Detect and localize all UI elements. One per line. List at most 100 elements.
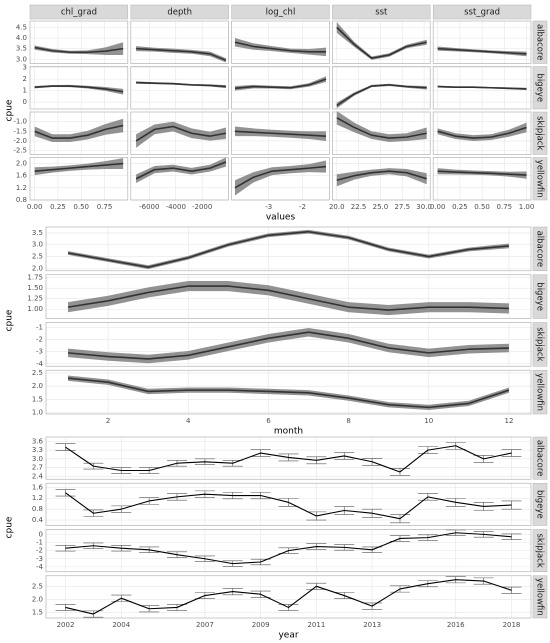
strip <box>532 20 548 64</box>
strip-label: bigeye <box>535 282 545 311</box>
line <box>65 579 512 615</box>
x-tick-label: 2009 <box>252 621 270 629</box>
y-tick-label: -2.5 <box>13 147 27 155</box>
y-tick-label: 4.5 <box>16 23 27 31</box>
line <box>34 124 124 139</box>
y-tick-label: 3.3 <box>32 446 43 454</box>
strip <box>532 66 548 110</box>
y-tick-label: -3 <box>36 348 43 356</box>
y-tick-label: -3 <box>36 555 43 563</box>
line <box>67 230 510 269</box>
line <box>336 84 427 107</box>
x-tick-label: 12 <box>504 417 513 425</box>
y-tick-label: 2.0 <box>32 382 43 390</box>
strip-label: yellowfin <box>535 160 545 198</box>
x-tick-label: 0.00 <box>430 203 446 211</box>
line <box>67 331 509 360</box>
strip <box>532 111 548 155</box>
panel-border <box>332 111 431 155</box>
x-tick-label: 2004 <box>112 621 130 629</box>
y-tick-label: 2.5 <box>32 369 43 377</box>
line <box>234 78 327 90</box>
confidence-ribbon <box>68 327 509 364</box>
x-tick-label: -2000 <box>192 203 212 211</box>
strip-label: skipjack <box>535 116 545 150</box>
x-tick-label: 2011 <box>307 621 325 629</box>
panel-border <box>29 20 129 64</box>
panel-border <box>231 20 330 64</box>
x-tick-label: 0.50 <box>73 203 89 211</box>
y-tick-label: -4 <box>36 563 44 571</box>
panel-border <box>332 20 431 64</box>
strip <box>432 4 532 20</box>
x-tick-label: 2002 <box>57 621 75 629</box>
y-tick-label: 0.4 <box>32 516 44 524</box>
strip <box>532 157 548 201</box>
y-tick-label: 1.6 <box>16 172 28 180</box>
line <box>34 162 124 172</box>
panel-border <box>130 157 229 201</box>
panel-border <box>432 20 532 64</box>
strip-label: bigeye <box>535 490 545 519</box>
y-tick-label: 1.75 <box>27 274 43 282</box>
x-tick-label: 0.25 <box>452 203 468 211</box>
strip <box>532 226 548 271</box>
x-tick-label: 1.00 <box>519 203 535 211</box>
y-tick-label: 3.0 <box>32 455 43 463</box>
strip <box>532 370 548 415</box>
y-tick-label: 1.0 <box>32 409 43 417</box>
strip-label: yellowfin <box>535 373 545 411</box>
y-tick-label: 2.4 <box>32 472 44 480</box>
y-tick-label: -1.0 <box>13 118 27 126</box>
strip <box>532 575 548 619</box>
strip-label: chl_grad <box>61 8 97 18</box>
y-tick-label: -1 <box>36 323 43 331</box>
y-tick-label: 1.5 <box>32 609 43 617</box>
x-tick-label: 0.50 <box>474 203 490 211</box>
line <box>135 125 227 142</box>
x-tick-label: 0.00 <box>27 203 43 211</box>
x-tick-label: -2 <box>299 203 306 211</box>
confidence-ribbon <box>136 157 226 183</box>
line <box>34 46 124 54</box>
line <box>437 85 527 90</box>
line <box>136 81 227 88</box>
confidence-ribbon <box>34 84 124 95</box>
x-tick-label: 4 <box>186 417 191 425</box>
panel-border <box>45 274 532 319</box>
line <box>34 85 124 93</box>
y-tick-label: 1 <box>23 87 27 95</box>
confidence-ribbon <box>34 118 124 142</box>
y-tick-label: 1.2 <box>32 494 43 502</box>
x-tick-label: 22.5 <box>351 203 367 211</box>
line <box>234 165 327 189</box>
line <box>336 170 427 182</box>
panel-border <box>45 436 532 480</box>
panel-border <box>130 111 229 155</box>
y-tick-label: -2.0 <box>13 137 27 145</box>
line <box>65 445 512 473</box>
panel-border <box>332 66 431 110</box>
panel-border <box>332 157 431 201</box>
y-tick-label: 2.7 <box>32 464 43 472</box>
line <box>136 47 227 62</box>
strip-label: bigeye <box>535 73 545 102</box>
y-tick-label: 0 <box>39 530 43 538</box>
panel-border <box>29 66 129 110</box>
y-tick-label: -1 <box>36 539 43 547</box>
panel-border <box>231 157 330 201</box>
panel-border <box>130 66 229 110</box>
strip <box>532 274 548 319</box>
panel-border <box>29 111 129 155</box>
x-tick-label: 0.75 <box>497 203 513 211</box>
panel-border <box>130 20 229 64</box>
panel-border <box>45 322 532 367</box>
strip <box>532 436 548 480</box>
y-tick-label: -4 <box>36 360 44 368</box>
strip-label: albacore <box>535 440 545 477</box>
strip-label: yellowfin <box>535 578 545 616</box>
y-tick-label: -2 <box>36 336 43 344</box>
y-tick-label: 4.0 <box>16 34 27 42</box>
x-tick-label: 8 <box>346 417 350 425</box>
strip-label: log_chl <box>266 8 296 18</box>
